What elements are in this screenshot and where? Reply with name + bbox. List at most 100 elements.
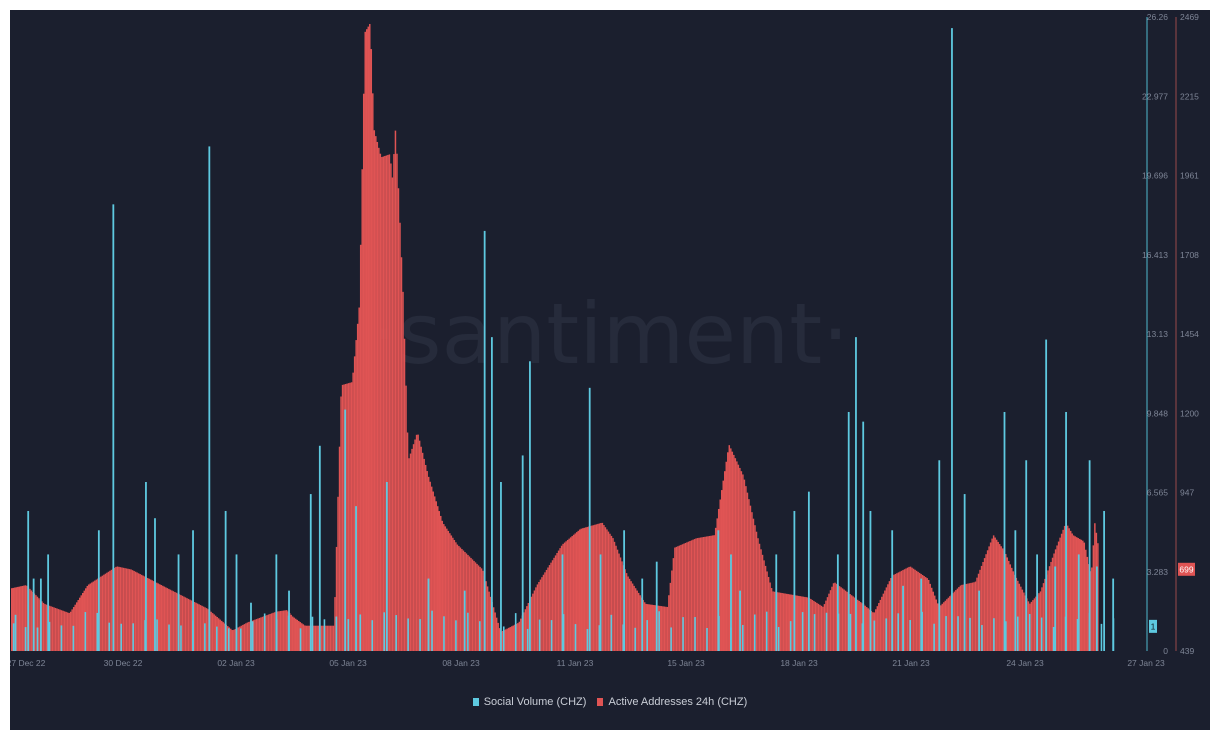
social-volume-bar [239,628,242,651]
active-addresses-bar [853,597,856,651]
active-addresses-bar [426,471,428,651]
active-addresses-bar [501,630,504,651]
active-addresses-bar [699,537,702,651]
active-addresses-bar [696,538,699,651]
active-addresses-bar [1032,600,1034,651]
left-y-tick-label: 26.26 [1147,12,1169,22]
active-addresses-bar [779,592,782,651]
active-addresses-bar [1039,591,1042,651]
active-addresses-bar [100,576,102,651]
active-addresses-bar [702,537,705,651]
social-volume-bar [154,518,156,651]
active-addresses-bar [941,603,944,651]
active-addresses-bar [308,625,311,651]
social-volume-bar [395,615,397,651]
active-addresses-bar [196,603,199,651]
active-addresses-bar [473,560,475,651]
active-addresses-bar [71,609,73,651]
social-volume-bar [36,627,39,651]
active-addresses-bar [838,586,841,651]
left-y-tick-label: 3.283 [1147,567,1169,577]
active-addresses-bar [959,585,962,651]
legend-social-volume[interactable]: Social Volume (CHZ) [472,696,586,708]
active-addresses-bar [450,535,453,651]
active-addresses-bar [447,530,450,651]
active-addresses-bar [832,583,835,651]
active-addresses-bar [54,607,57,651]
social-volume-bar [180,625,182,651]
active-addresses-bar [20,586,22,651]
active-addresses-bar [542,574,545,651]
active-addresses-bar [769,582,771,651]
active-addresses-bar [1021,589,1024,651]
active-addresses-bar [554,555,557,651]
active-addresses-bar [119,567,122,651]
active-addresses-bar [816,602,818,651]
active-addresses-bar [932,591,934,651]
active-addresses-bar [353,356,356,651]
active-addresses-bar [947,597,950,651]
active-addresses-bar [736,461,738,651]
active-addresses-bar [267,614,270,651]
active-addresses-bar [536,584,539,651]
left-y-axis-labels: 0 3.283 6.565 9.848 13.13 16.413 19.696 22.977 2… [1142,12,1168,656]
active-addresses-bar [986,550,989,651]
active-addresses-bar [1009,564,1012,651]
active-addresses-bar [683,543,685,651]
social-volume-bar [419,619,421,651]
active-addresses-bar [347,383,350,651]
active-addresses-bar [585,527,587,651]
active-addresses-bar [719,499,721,651]
active-addresses-bar [101,575,104,651]
active-addresses-bar [835,583,838,651]
active-addresses-bar [539,579,542,651]
active-addresses-bar [714,527,717,651]
active-addresses-bar [461,549,463,651]
active-addresses-bar [406,432,409,651]
social-volume-bar [969,617,971,651]
active-addresses-bar [752,518,755,651]
active-addresses-bar [115,566,117,651]
active-addresses-bar [390,163,392,652]
social-volume-bar [108,622,111,651]
active-addresses-bar [110,569,113,651]
active-addresses-bar [517,623,519,651]
active-addresses-bar [547,567,549,651]
active-addresses-bar [858,600,860,651]
social-volume-bar [1103,510,1106,651]
active-addresses-bar [405,385,407,651]
social-volume-bar [981,625,983,651]
active-addresses-bar [107,571,110,651]
active-addresses-bar [1042,583,1045,651]
active-addresses-bar [362,93,365,651]
left-y-tick-label: 9.848 [1147,408,1169,418]
social-volume-bar [610,614,613,651]
active-addresses-bar [668,595,670,651]
legend-active-addresses[interactable]: Active Addresses 24h (CHZ) [597,696,747,708]
active-addresses-bar [314,625,317,651]
active-addresses-bar [681,544,684,651]
active-addresses-bar [355,340,357,651]
active-addresses-bar [163,586,166,651]
active-addresses-bar [298,620,300,651]
active-addresses-bar [172,591,175,651]
active-addresses-bar [927,579,930,651]
active-addresses-bar [234,628,237,651]
active-addresses-bar [767,576,770,651]
active-addresses-bar [180,595,182,651]
social-volume-latest-badge [1149,619,1157,633]
social-volume-bar [1014,530,1017,651]
active-addresses-bar [725,461,728,651]
active-addresses-bar [724,471,726,651]
active-addresses-bar [118,566,120,651]
social-volume-bar [847,411,850,651]
social-volume-bar [14,614,17,651]
active-addresses-bar [68,613,70,651]
social-volume-bar [588,387,591,651]
social-volume-bar [902,585,904,651]
social-volume-bar [227,628,230,651]
active-addresses-bar [1080,539,1083,651]
active-addresses-bar [1008,560,1010,651]
active-addresses-bar [482,570,484,651]
active-addresses-bar [787,594,789,651]
